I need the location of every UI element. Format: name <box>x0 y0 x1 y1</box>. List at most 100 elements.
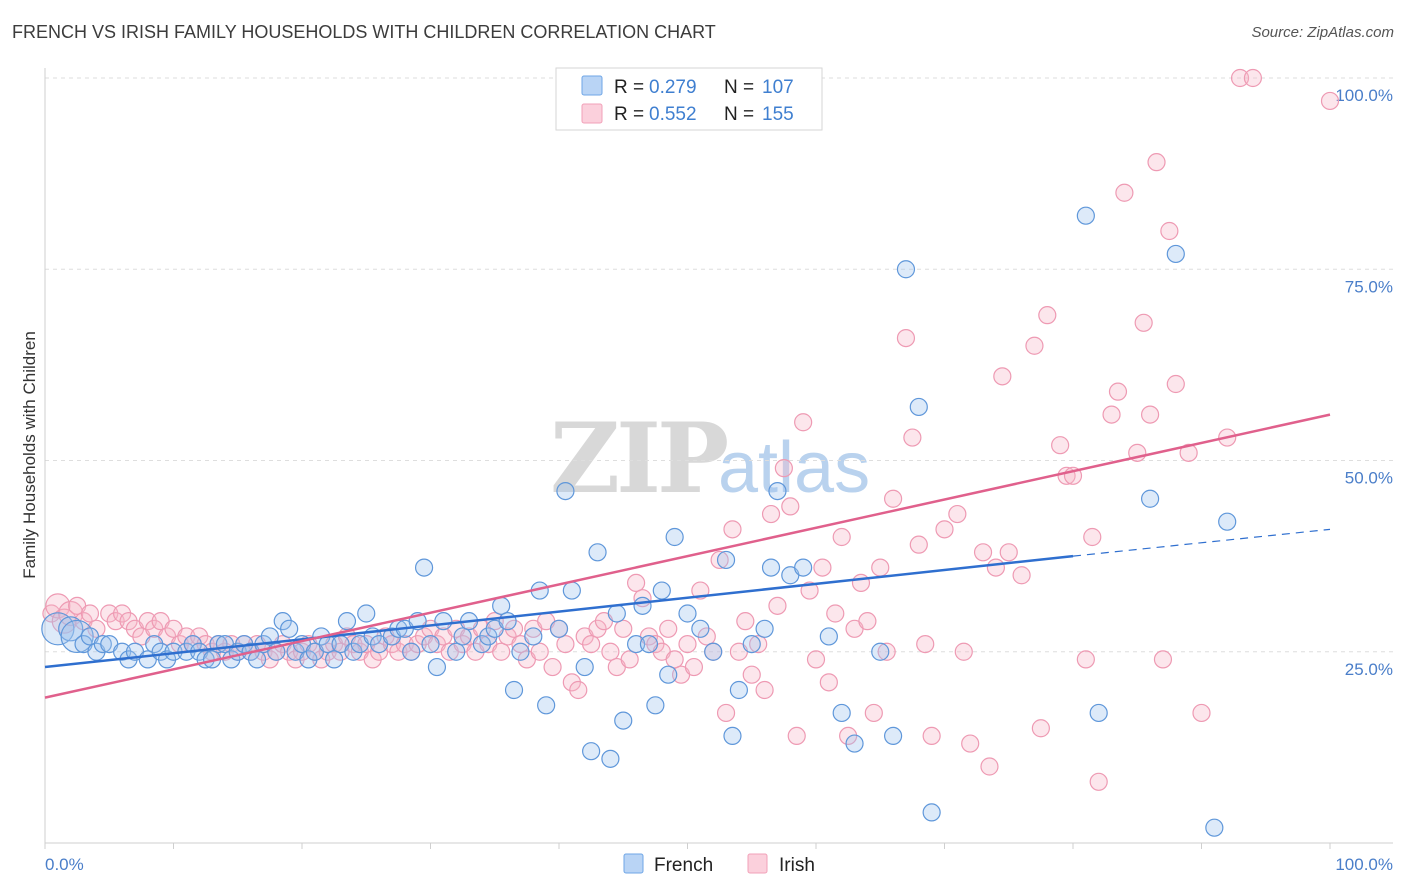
legend-n-label-irish: N = <box>724 104 754 125</box>
french-point-103 <box>909 397 928 417</box>
french-point-69 <box>549 619 569 638</box>
french-point-85 <box>678 604 697 623</box>
french-point-86 <box>691 619 710 638</box>
irish-point-117 <box>800 581 819 600</box>
irish-point-120 <box>819 673 838 692</box>
irish-point-131 <box>896 329 916 348</box>
bottom-legend-swatch-french <box>623 853 644 874</box>
irish-point-127 <box>864 703 883 723</box>
irish-point-108 <box>742 665 761 684</box>
french-point-70 <box>556 482 575 501</box>
french-point-64 <box>504 680 524 700</box>
irish-point-166 <box>1192 703 1211 723</box>
french-point-94 <box>768 482 787 501</box>
irish-point-113 <box>774 459 793 478</box>
irish-point-128 <box>871 558 890 577</box>
irish-point-1 <box>45 593 71 619</box>
french-point-74 <box>588 543 607 562</box>
french-point-76 <box>607 604 626 623</box>
irish-point-157 <box>1115 183 1134 202</box>
legend-r-value-irish: 0.552 <box>649 104 697 125</box>
irish-point-138 <box>954 642 973 661</box>
irish-point-105 <box>723 520 742 539</box>
irish-point-6 <box>80 604 100 623</box>
irish-point-96 <box>665 650 684 669</box>
irish-point-118 <box>806 650 826 669</box>
irish-point-3 <box>58 600 84 627</box>
irish-point-148 <box>1038 306 1057 325</box>
irish-point-159 <box>1134 313 1153 332</box>
irish-point-129 <box>877 642 896 661</box>
irish-point-147 <box>1031 719 1050 738</box>
irish-point-140 <box>973 543 993 562</box>
source-label: Source: ZipAtlas.com <box>1251 24 1394 41</box>
irish-point-125 <box>851 573 871 593</box>
irish-point-122 <box>832 527 851 547</box>
irish-point-146 <box>1025 336 1044 355</box>
irish-point-99 <box>684 657 704 677</box>
french-point-89 <box>723 726 742 746</box>
irish-point-103 <box>710 550 729 570</box>
french-point-41 <box>337 612 357 631</box>
irish-point-89 <box>620 650 639 669</box>
legend-swatch-irish <box>581 103 603 124</box>
irish-point-135 <box>922 726 941 746</box>
french-point-109 <box>1205 818 1224 837</box>
irish-point-145 <box>1012 566 1031 585</box>
french-point-101 <box>883 726 903 746</box>
french-point-106 <box>1089 703 1108 723</box>
irish-point-126 <box>858 612 877 631</box>
y-tick-label-100: 100.0% <box>1335 86 1393 105</box>
french-point-80 <box>639 634 659 654</box>
irish-point-111 <box>761 504 781 524</box>
french-point-54 <box>427 657 447 677</box>
irish-point-116 <box>794 413 813 432</box>
french-point-78 <box>626 634 646 654</box>
y-axis-title: Family Households with Children <box>20 331 39 579</box>
french-point-62 <box>492 596 511 615</box>
irish-point-162 <box>1153 650 1173 669</box>
irish-point-156 <box>1108 382 1128 401</box>
french-point-108 <box>1166 244 1185 264</box>
legend-n-label-french: N = <box>724 77 754 98</box>
french-point-100 <box>871 642 890 661</box>
french-point-6 <box>93 634 112 654</box>
irish-point-154 <box>1089 772 1108 791</box>
french-point-39 <box>325 650 344 669</box>
french-trend-extension <box>1072 528 1331 557</box>
french-point-96 <box>794 558 813 577</box>
irish-point-161 <box>1147 153 1166 172</box>
french-point-90 <box>729 680 749 700</box>
french-point-87 <box>704 642 723 661</box>
irish-point-136 <box>935 520 954 539</box>
french-point-107 <box>1140 489 1160 508</box>
bottom-legend-label-irish: Irish <box>779 855 815 876</box>
french-point-97 <box>819 627 838 646</box>
legend-swatch-french <box>581 75 603 96</box>
irish-point-104 <box>716 703 736 723</box>
irish-point-144 <box>999 543 1018 562</box>
y-tick-label-50: 50.0% <box>1345 469 1393 488</box>
irish-point-88 <box>614 619 633 638</box>
french-point-81 <box>646 696 665 715</box>
irish-point-165 <box>1179 443 1198 462</box>
gridlines <box>45 77 1393 653</box>
irish-point-141 <box>980 757 999 776</box>
irish-point-139 <box>961 734 980 753</box>
irish-point-98 <box>678 634 697 654</box>
irish-point-115 <box>787 726 806 746</box>
french-point-0 <box>41 612 75 646</box>
legend-n-value-french: 107 <box>762 77 794 98</box>
french-point-44 <box>357 604 376 623</box>
french-point-55 <box>434 612 453 631</box>
y-tick-label-75: 75.0% <box>1345 277 1393 296</box>
french-point-77 <box>614 711 633 730</box>
french-point-82 <box>652 581 671 600</box>
irish-point-142 <box>986 558 1006 577</box>
irish-point-153 <box>1083 527 1102 547</box>
french-trend-line <box>44 554 1074 669</box>
french-point-93 <box>761 558 781 577</box>
x-axis-ticks <box>44 843 1331 849</box>
irish-point-152 <box>1076 650 1095 669</box>
